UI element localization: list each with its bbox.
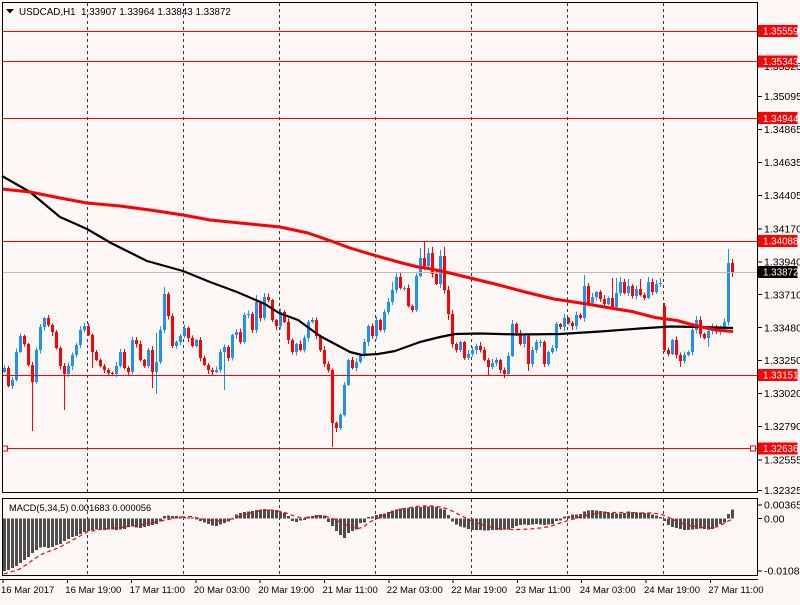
svg-text:1.35559: 1.35559 bbox=[763, 27, 798, 38]
svg-text:1.33250: 1.33250 bbox=[764, 355, 800, 367]
svg-text:1.35095: 1.35095 bbox=[764, 91, 800, 103]
svg-text:20 Mar 19:00: 20 Mar 19:00 bbox=[258, 585, 314, 596]
svg-text:17 Mar 11:00: 17 Mar 11:00 bbox=[130, 585, 185, 596]
svg-text:1.34635: 1.34635 bbox=[764, 157, 800, 169]
svg-text:16 Mar 19:00: 16 Mar 19:00 bbox=[65, 585, 121, 596]
svg-text:1.34170: 1.34170 bbox=[764, 224, 800, 236]
svg-text:27 Mar 11:00: 27 Mar 11:00 bbox=[708, 585, 763, 596]
svg-text:USDCAD,H1 1.33907 1.33964 1.3: USDCAD,H1 1.33907 1.33964 1.33843 1.3387… bbox=[19, 7, 231, 18]
svg-text:21 Mar 11:00: 21 Mar 11:00 bbox=[323, 585, 378, 596]
svg-text:1.32325: 1.32325 bbox=[764, 485, 800, 497]
svg-text:1.35343: 1.35343 bbox=[763, 57, 799, 68]
svg-text:1.33151: 1.33151 bbox=[763, 371, 798, 382]
svg-text:23 Mar 11:00: 23 Mar 11:00 bbox=[515, 585, 570, 596]
svg-text:20 Mar 03:00: 20 Mar 03:00 bbox=[194, 585, 250, 596]
svg-text:MACD(5,34,5) 0.001683 0.000056: MACD(5,34,5) 0.001683 0.000056 bbox=[9, 503, 151, 513]
svg-text:1.32636: 1.32636 bbox=[763, 444, 799, 455]
svg-text:-0.010833: -0.010833 bbox=[764, 566, 800, 578]
svg-text:0.003658: 0.003658 bbox=[764, 500, 800, 512]
svg-text:24 Mar 03:00: 24 Mar 03:00 bbox=[580, 585, 636, 596]
svg-text:1.34088: 1.34088 bbox=[763, 237, 799, 248]
svg-text:22 Mar 03:00: 22 Mar 03:00 bbox=[387, 585, 443, 596]
svg-text:1.33020: 1.33020 bbox=[764, 388, 800, 400]
svg-text:1.34865: 1.34865 bbox=[764, 124, 800, 136]
svg-text:0.00: 0.00 bbox=[764, 513, 785, 525]
svg-text:1.33480: 1.33480 bbox=[764, 322, 800, 334]
svg-text:1.32790: 1.32790 bbox=[764, 421, 800, 433]
svg-text:1.33710: 1.33710 bbox=[764, 289, 800, 301]
svg-text:16 Mar 2017: 16 Mar 2017 bbox=[1, 585, 54, 596]
svg-text:1.33940: 1.33940 bbox=[764, 257, 800, 269]
svg-text:1.34944: 1.34944 bbox=[763, 114, 799, 125]
svg-text:22 Mar 19:00: 22 Mar 19:00 bbox=[451, 585, 507, 596]
svg-text:24 Mar 19:00: 24 Mar 19:00 bbox=[644, 585, 700, 596]
svg-text:1.32555: 1.32555 bbox=[764, 455, 800, 467]
svg-text:1.33872: 1.33872 bbox=[763, 268, 798, 279]
svg-text:1.34405: 1.34405 bbox=[764, 190, 800, 202]
